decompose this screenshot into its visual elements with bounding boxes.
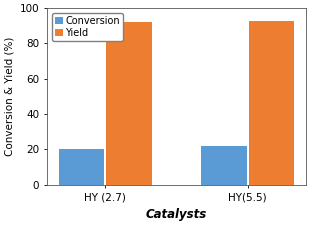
Bar — [59, 149, 104, 185]
Bar — [201, 146, 247, 185]
X-axis label: Catalysts: Catalysts — [146, 208, 207, 221]
Bar — [249, 20, 294, 185]
Y-axis label: Conversion & Yield (%): Conversion & Yield (%) — [4, 37, 14, 156]
Legend: Conversion, Yield: Conversion, Yield — [52, 13, 123, 41]
Bar — [106, 22, 152, 185]
